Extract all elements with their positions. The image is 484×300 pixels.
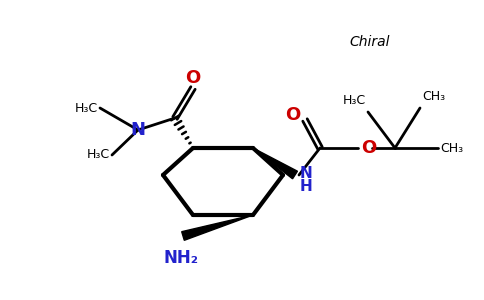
Text: CH₃: CH₃: [422, 90, 445, 103]
Text: N: N: [131, 121, 146, 139]
Text: O: O: [185, 69, 201, 87]
Text: Chiral: Chiral: [350, 35, 390, 49]
Text: H₃C: H₃C: [343, 94, 366, 107]
Polygon shape: [253, 148, 298, 179]
Text: H₃C: H₃C: [75, 101, 98, 115]
Polygon shape: [182, 215, 253, 240]
Text: N
H: N H: [300, 166, 313, 194]
Text: H₃C: H₃C: [87, 148, 110, 161]
Text: NH₂: NH₂: [164, 249, 198, 267]
Text: O: O: [286, 106, 301, 124]
Text: CH₃: CH₃: [440, 142, 463, 154]
Text: O: O: [361, 139, 376, 157]
